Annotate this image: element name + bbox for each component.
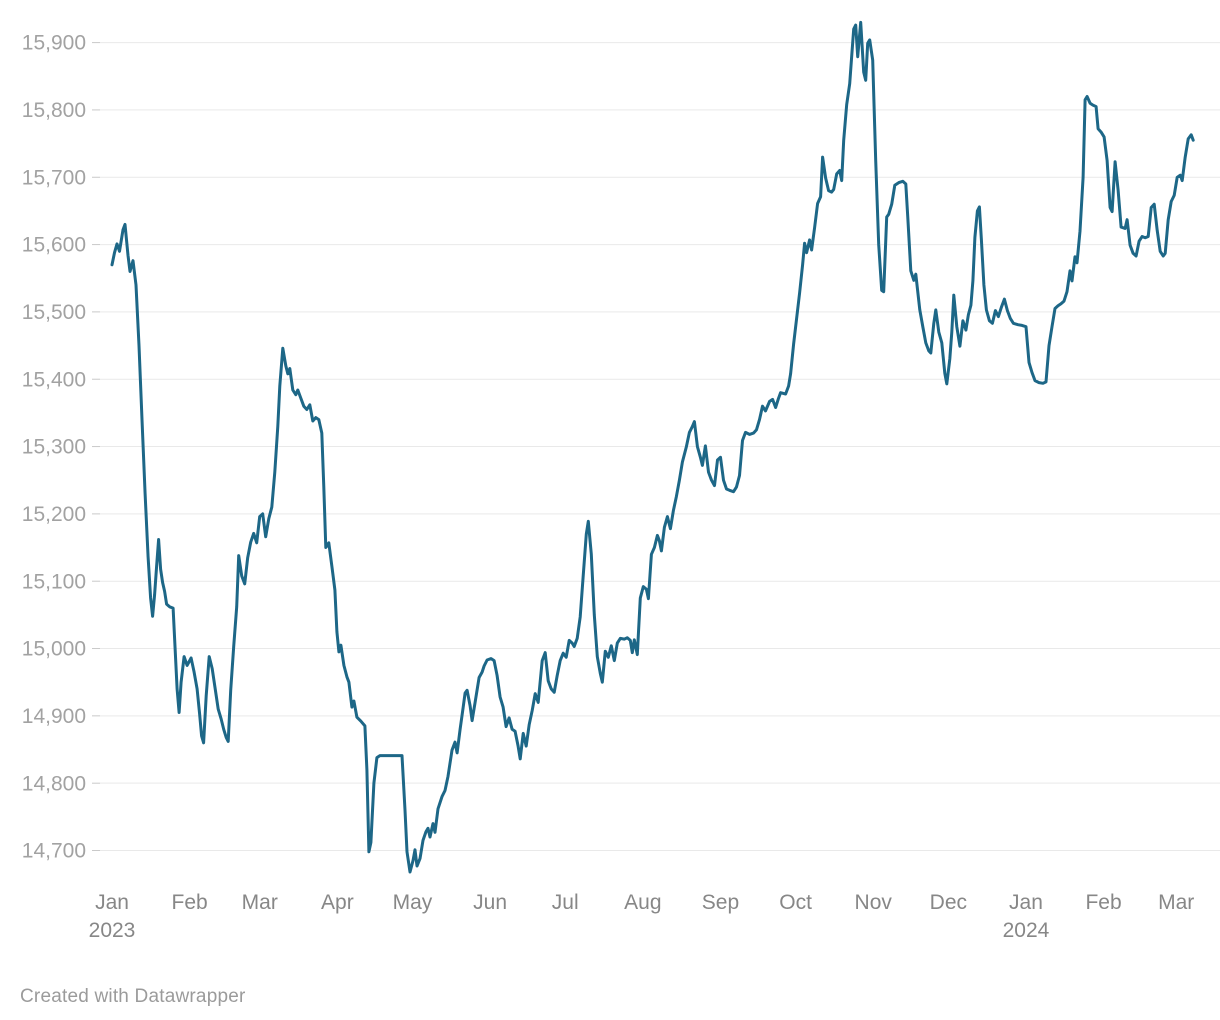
x-axis-year-label: 2023 [89,919,136,942]
x-axis-label: Nov [855,891,893,914]
x-axis-label: Oct [779,891,812,914]
y-axis-labels: 14,700 14,800 14,900 15,000 15,100 15,200 15,3… [22,32,86,863]
x-axis-label: Jul [552,891,579,914]
x-axis-label: Jan [95,891,129,914]
x-axis-label: Mar [242,891,278,914]
x-axis-label: Aug [624,891,661,914]
x-axis-label: Jan [1009,891,1043,914]
x-axis-label: May [393,891,433,914]
y-axis-label: 14,800 [22,772,86,795]
y-axis-label: 15,800 [22,99,86,122]
y-axis-label: 15,100 [22,570,86,593]
gridlines [92,42,1220,851]
series [110,20,1195,874]
x-axis-label: Mar [1158,891,1194,914]
x-axis-label: Feb [1085,891,1121,914]
x-axis-label: Apr [321,891,354,914]
y-axis-label: 14,900 [22,705,86,728]
y-axis-label: 15,000 [22,638,86,661]
y-axis-label: 15,600 [22,234,86,257]
x-axis-label: Jun [473,891,507,914]
y-axis-label: 15,400 [22,368,86,391]
series-line [110,20,1195,874]
y-axis-label: 15,500 [22,301,86,324]
y-axis-label: 15,300 [22,436,86,459]
y-axis-label: 15,700 [22,166,86,189]
y-axis-label: 15,900 [22,32,86,55]
x-axis-label: Dec [930,891,967,914]
x-axis-label: Sep [702,891,739,914]
x-axis-labels: Jan 2023 Feb Mar Apr May Jun Jul Aug Sep Oct Nov Dec… [89,891,1195,942]
x-axis-year-label: 2024 [1003,919,1050,942]
y-axis-label: 14,700 [22,840,86,863]
y-axis-label: 15,200 [22,503,86,526]
footer-credit: Created with Datawrapper [20,986,246,1007]
x-axis-label: Feb [172,891,208,914]
